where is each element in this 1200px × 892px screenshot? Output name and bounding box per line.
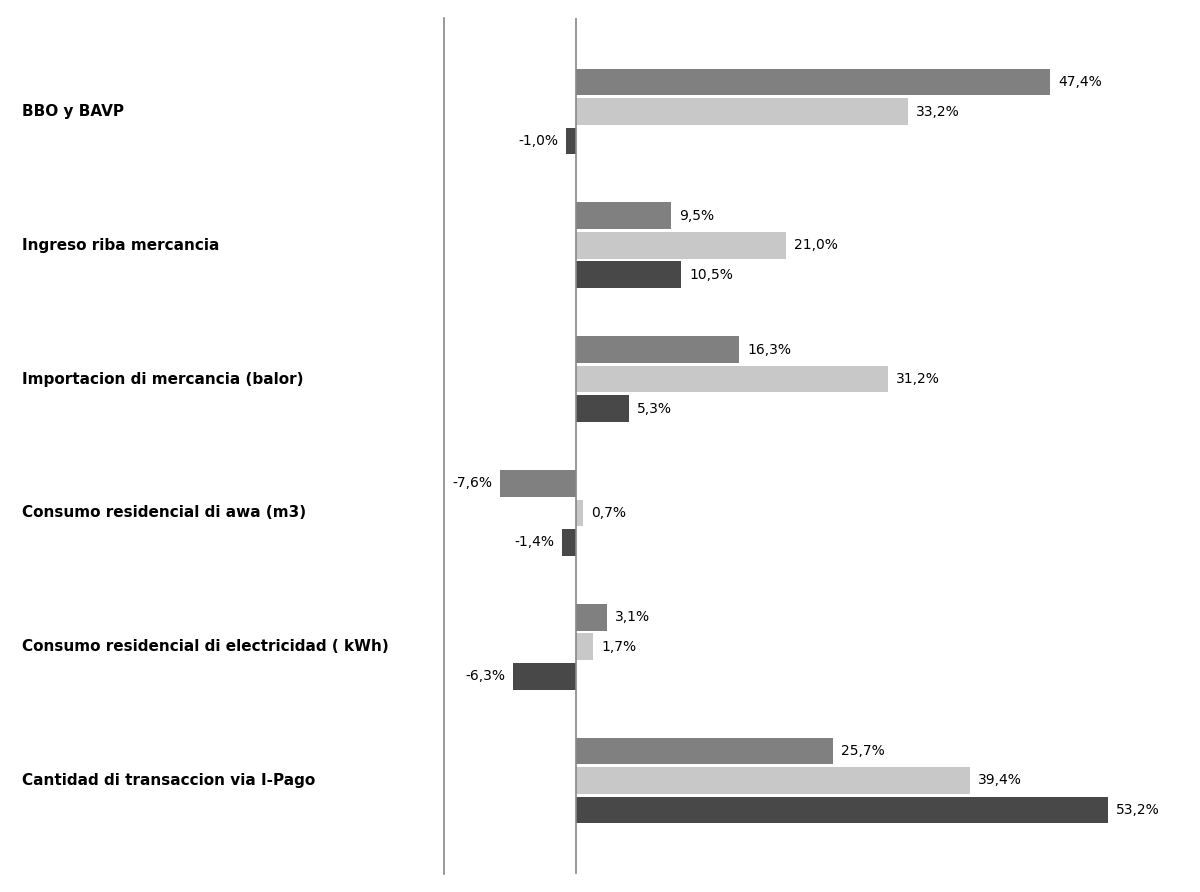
Bar: [576, 797, 1108, 823]
Bar: [576, 261, 682, 288]
Text: Cantidad di transaccion via I-Pago: Cantidad di transaccion via I-Pago: [23, 773, 316, 788]
Bar: [514, 663, 576, 690]
Text: 39,4%: 39,4%: [978, 773, 1022, 788]
Text: -1,0%: -1,0%: [518, 134, 558, 148]
Text: Consumo residencial di electricidad ( kWh): Consumo residencial di electricidad ( kW…: [23, 640, 389, 654]
Text: 47,4%: 47,4%: [1058, 75, 1102, 89]
Text: 3,1%: 3,1%: [616, 610, 650, 624]
Text: Ingreso riba mercancia: Ingreso riba mercancia: [23, 238, 220, 252]
Text: -6,3%: -6,3%: [466, 669, 505, 683]
Text: Importacion di mercancia (balor): Importacion di mercancia (balor): [23, 372, 304, 386]
Text: -7,6%: -7,6%: [452, 476, 492, 491]
Text: Consumo residencial di awa (m3): Consumo residencial di awa (m3): [23, 506, 306, 520]
Text: 16,3%: 16,3%: [746, 343, 791, 357]
Text: -1,4%: -1,4%: [514, 535, 554, 549]
Text: 5,3%: 5,3%: [637, 401, 672, 416]
Bar: [576, 232, 786, 259]
Bar: [576, 633, 593, 660]
Bar: [576, 98, 908, 125]
Bar: [576, 395, 629, 422]
Bar: [576, 69, 1050, 95]
Text: 21,0%: 21,0%: [794, 238, 838, 252]
Text: 9,5%: 9,5%: [679, 209, 714, 223]
Text: 25,7%: 25,7%: [841, 744, 884, 758]
Bar: [576, 500, 583, 526]
Text: 53,2%: 53,2%: [1116, 803, 1159, 817]
Bar: [562, 529, 576, 556]
Text: 31,2%: 31,2%: [896, 372, 940, 386]
Text: 10,5%: 10,5%: [689, 268, 733, 282]
Bar: [576, 767, 970, 794]
Bar: [576, 202, 671, 229]
Bar: [576, 604, 607, 631]
Bar: [576, 336, 739, 363]
Bar: [566, 128, 576, 154]
Bar: [576, 366, 888, 392]
Bar: [500, 470, 576, 497]
Text: 1,7%: 1,7%: [601, 640, 636, 654]
Bar: [576, 738, 833, 764]
Text: 33,2%: 33,2%: [916, 104, 960, 119]
Text: BBO y BAVP: BBO y BAVP: [23, 104, 125, 119]
Text: 0,7%: 0,7%: [592, 506, 626, 520]
